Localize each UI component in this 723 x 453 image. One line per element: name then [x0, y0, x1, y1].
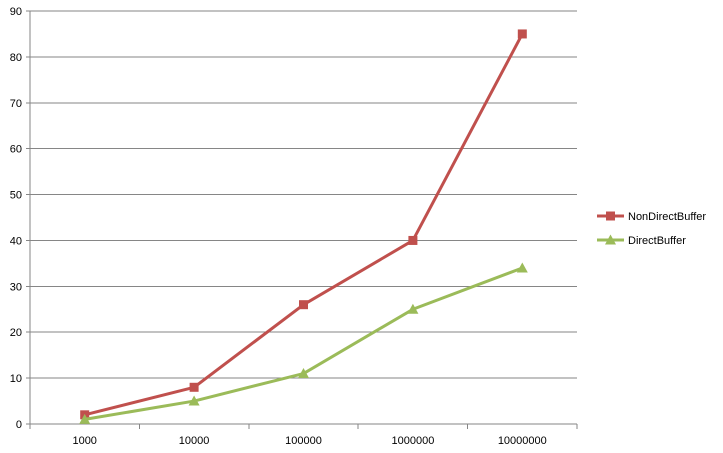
y-tick-label: 0 — [16, 419, 22, 431]
y-tick-label: 80 — [10, 52, 22, 64]
legend-label: DirectBuffer — [628, 235, 686, 247]
data-point-marker-triangle — [298, 368, 309, 379]
legend-label: NonDirectBuffer — [628, 211, 706, 223]
y-axis-tick-labels: 0 10 20 30 40 50 60 70 80 90 — [10, 6, 22, 431]
legend: NonDirectBuffer DirectBuffer — [597, 211, 706, 247]
x-tick-label: 1000000 — [391, 435, 434, 447]
series-NonDirectBuffer — [80, 29, 527, 420]
axes — [26, 10, 578, 429]
x-tick-label: 10000 — [179, 435, 210, 447]
data-point-marker-triangle — [407, 303, 419, 314]
x-axis-tick-labels: 1000 10000 100000 1000000 10000000 — [72, 435, 546, 447]
y-tick-label: 90 — [10, 6, 22, 18]
data-point-marker-square — [408, 235, 418, 245]
data-point-marker-triangle — [516, 262, 528, 273]
y-tick-label: 70 — [10, 98, 22, 110]
data-point-marker-triangle — [605, 234, 616, 245]
y-tick-label: 20 — [10, 327, 22, 339]
series-group — [79, 29, 528, 424]
data-point-marker-triangle — [188, 395, 200, 406]
y-tick-label: 10 — [10, 373, 22, 385]
y-tick-label: 30 — [10, 281, 22, 293]
y-tick-label: 50 — [10, 190, 22, 202]
x-tick-label: 10000000 — [498, 435, 547, 447]
data-point-marker-square — [299, 300, 308, 310]
series-line — [84, 33, 524, 417]
data-point-marker-square — [517, 29, 527, 39]
x-tick-label: 1000 — [72, 435, 96, 447]
gridlines — [30, 10, 577, 379]
legend-item-NonDirectBuffer: NonDirectBuffer — [597, 211, 706, 223]
data-point-marker-triangle — [79, 413, 91, 424]
data-point-marker-square — [606, 211, 615, 221]
x-tick-label: 100000 — [285, 435, 322, 447]
series-DirectBuffer — [79, 262, 528, 424]
series-line — [84, 266, 523, 421]
data-point-marker-square — [189, 382, 199, 392]
y-tick-label: 40 — [10, 235, 22, 247]
legend-item-DirectBuffer: DirectBuffer — [597, 234, 686, 247]
y-tick-label: 60 — [10, 144, 22, 156]
